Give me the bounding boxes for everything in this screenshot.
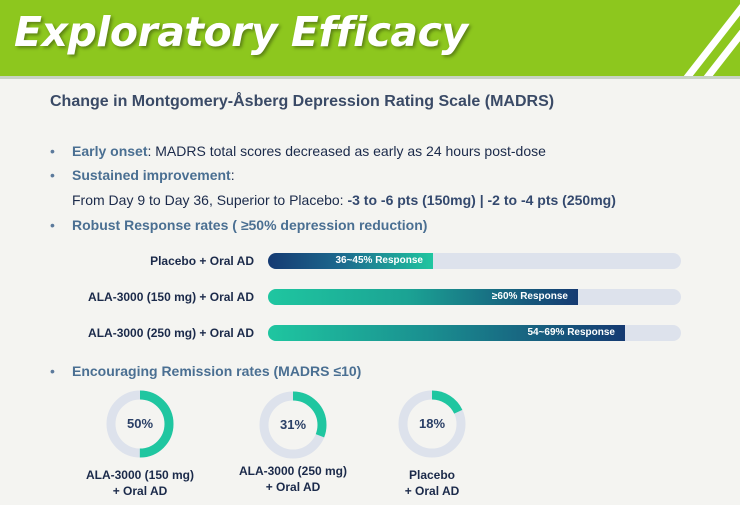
donut-arc [106, 390, 174, 458]
donut-label: ALA-3000 (250 mg) + Oral AD [218, 463, 368, 495]
header-banner: Exploratory Efficacy [0, 0, 740, 76]
bar-track: 54~69% Response [268, 325, 681, 341]
remission-donut: 31% [258, 390, 328, 460]
donut-arc [259, 391, 327, 459]
bullet-remission: • Encouraging Remission rates (MADRS ≤10) [50, 363, 361, 379]
bullet-early-onset: • Early onset: MADRS total scores decreas… [50, 143, 546, 159]
donut-arc [398, 390, 466, 458]
robust-response-label: Robust Response rates ( ≥50% depression … [72, 217, 428, 233]
bullet-dot-icon: • [50, 363, 55, 379]
bar-fill: 36~45% Response [268, 253, 433, 269]
sustained-label: Sustained improvement [72, 167, 231, 183]
donut-percent: 18% [418, 416, 446, 431]
bar-value-text: ≥60% Response [491, 291, 568, 302]
bullet-dot-icon: • [50, 167, 55, 183]
bar-value-text: 36~45% Response [335, 255, 423, 266]
sustained-colon: : [230, 167, 235, 183]
donut-label-line2: + Oral AD [265, 480, 321, 494]
bar-fill: 54~69% Response [268, 325, 625, 341]
donut-label-line1: Placebo [408, 468, 456, 482]
donut-label: ALA-3000 (150 mg) + Oral AD [65, 467, 215, 499]
bar-value-text: 54~69% Response [527, 327, 615, 338]
remission-donut: 50% [105, 389, 175, 459]
page-title: Exploratory Efficacy [14, 8, 468, 56]
section-subtitle: Change in Montgomery-Åsberg Depression R… [50, 93, 555, 110]
bullet-dot-icon: • [50, 143, 55, 159]
donut-percent: 31% [279, 417, 307, 432]
donut-label-line2: + Oral AD [404, 484, 460, 498]
donut-graphic [398, 390, 466, 458]
early-onset-text: : MADRS total scores decreased as early … [147, 143, 546, 159]
bar-label: ALA-3000 (250 mg) + Oral AD [88, 326, 254, 340]
remission-label: Encouraging Remission rates (MADRS ≤10) [72, 363, 362, 379]
bar-label: ALA-3000 (150 mg) + Oral AD [88, 290, 254, 304]
donut-label-line2: + Oral AD [112, 484, 168, 498]
bar-track: ≥60% Response [268, 289, 681, 305]
donut-label: Placebo + Oral AD [357, 467, 507, 499]
early-onset-label: Early onset [72, 143, 148, 159]
bullet-dot-icon: • [50, 217, 55, 233]
sustained-detail-prefix: From Day 9 to Day 36, Superior to Placeb… [72, 192, 348, 208]
sustained-detail: From Day 9 to Day 36, Superior to Placeb… [72, 192, 616, 208]
donut-label-line1: ALA-3000 (150 mg) [85, 468, 195, 482]
sustained-detail-value: -3 to -6 pts (150mg) | -2 to -4 pts (250… [347, 192, 616, 208]
donut-label-line1: ALA-3000 (250 mg) [238, 464, 348, 478]
bar-track: 36~45% Response [268, 253, 681, 269]
bullet-sustained: • Sustained improvement: [50, 167, 235, 183]
header-divider [0, 76, 740, 79]
donut-graphic [106, 390, 174, 458]
bar-fill: ≥60% Response [268, 289, 578, 305]
remission-donut: 18% [397, 389, 467, 459]
bullet-robust-response: • Robust Response rates ( ≥50% depression… [50, 217, 427, 233]
donut-percent: 50% [126, 416, 154, 431]
header-slash-decoration [665, 0, 740, 76]
bar-label: Placebo + Oral AD [150, 254, 254, 268]
donut-graphic [259, 391, 327, 459]
